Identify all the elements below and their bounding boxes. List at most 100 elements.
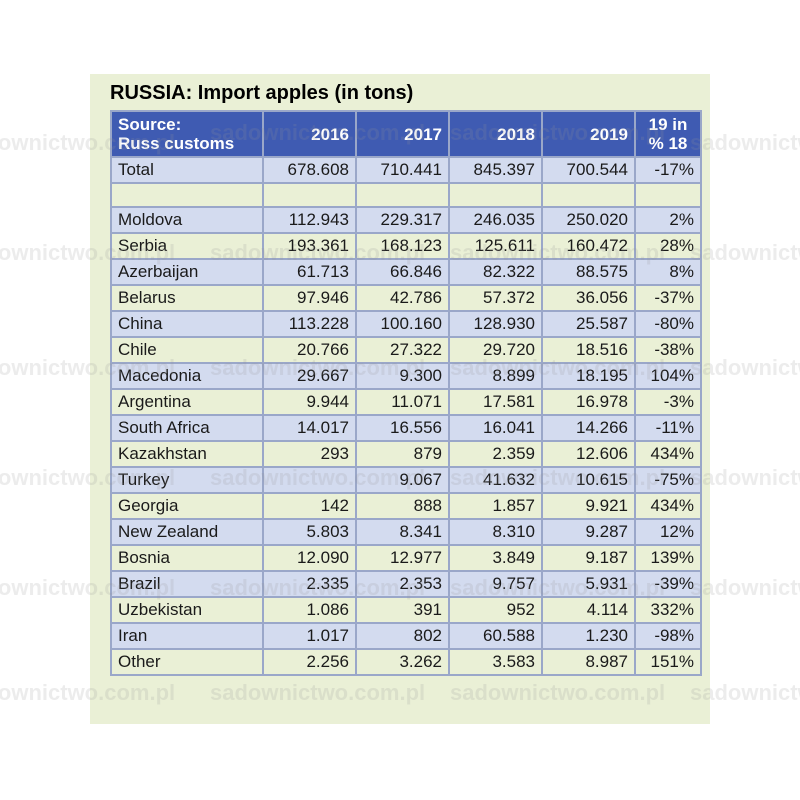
country-cell: Serbia (110, 232, 264, 260)
val-2018-cell: 8.899 (448, 362, 543, 390)
val-2016-cell: 9.944 (262, 388, 357, 416)
change-pct-cell: 12% (634, 518, 702, 546)
val-2017-cell: 12.977 (355, 544, 450, 572)
country-cell: Argentina (110, 388, 264, 416)
table-row: Kazakhstan 293 879 2.359 12.606 434% (110, 440, 702, 468)
table-row: New Zealand 5.803 8.341 8.310 9.287 12% (110, 518, 702, 546)
table-row: Total 678.608 710.441 845.397 700.544 -17% (110, 156, 702, 184)
header-change: 19 in % 18 (634, 110, 702, 158)
val-2018-cell: 8.310 (448, 518, 543, 546)
val-2017-cell: 879 (355, 440, 450, 468)
header-2017: 2017 (355, 110, 450, 158)
val-2017-cell (355, 182, 450, 208)
table-row: Macedonia 29.667 9.300 8.899 18.195 104% (110, 362, 702, 390)
val-2019-cell: 250.020 (541, 206, 636, 234)
country-cell: New Zealand (110, 518, 264, 546)
val-2019-cell: 12.606 (541, 440, 636, 468)
val-2018-cell: 952 (448, 596, 543, 624)
val-2016-cell: 97.946 (262, 284, 357, 312)
val-2017-cell: 8.341 (355, 518, 450, 546)
country-cell: Belarus (110, 284, 264, 312)
val-2016-cell: 2.256 (262, 648, 357, 676)
country-cell: Chile (110, 336, 264, 364)
table-row: Chile 20.766 27.322 29.720 18.516 -38% (110, 336, 702, 364)
val-2019-cell: 9.921 (541, 492, 636, 520)
header-2018: 2018 (448, 110, 543, 158)
val-2017-cell: 802 (355, 622, 450, 650)
header-source: Source: Russ customs (110, 110, 264, 158)
val-2017-cell: 42.786 (355, 284, 450, 312)
val-2019-cell: 25.587 (541, 310, 636, 338)
table-row: Turkey 9.067 41.632 10.615 -75% (110, 466, 702, 494)
val-2017-cell: 9.300 (355, 362, 450, 390)
val-2018-cell: 17.581 (448, 388, 543, 416)
country-cell: Brazil (110, 570, 264, 598)
change-pct-cell: 434% (634, 492, 702, 520)
val-2018-cell: 246.035 (448, 206, 543, 234)
val-2016-cell: 293 (262, 440, 357, 468)
val-2016-cell: 113.228 (262, 310, 357, 338)
header-2019: 2019 (541, 110, 636, 158)
val-2018-cell: 1.857 (448, 492, 543, 520)
val-2018-cell: 57.372 (448, 284, 543, 312)
table-row: Belarus 97.946 42.786 57.372 36.056 -37% (110, 284, 702, 312)
val-2018-cell: 845.397 (448, 156, 543, 184)
val-2018-cell: 16.041 (448, 414, 543, 442)
val-2016-cell: 29.667 (262, 362, 357, 390)
val-2017-cell: 27.322 (355, 336, 450, 364)
table-row: Argentina 9.944 11.071 17.581 16.978 -3% (110, 388, 702, 416)
val-2016-cell: 14.017 (262, 414, 357, 442)
country-cell: South Africa (110, 414, 264, 442)
val-2016-cell: 20.766 (262, 336, 357, 364)
val-2019-cell: 10.615 (541, 466, 636, 494)
val-2019-cell: 5.931 (541, 570, 636, 598)
val-2016-cell: 1.086 (262, 596, 357, 624)
change-pct-cell: 2% (634, 206, 702, 234)
table-body: Total 678.608 710.441 845.397 700.544 -17% Mol… (110, 156, 702, 676)
table-row: Bosnia 12.090 12.977 3.849 9.187 139% (110, 544, 702, 572)
country-cell: Macedonia (110, 362, 264, 390)
val-2018-cell: 128.930 (448, 310, 543, 338)
val-2016-cell: 112.943 (262, 206, 357, 234)
val-2016-cell (262, 466, 357, 494)
val-2016-cell: 678.608 (262, 156, 357, 184)
change-pct-cell: 104% (634, 362, 702, 390)
spacer-row (110, 182, 702, 208)
val-2018-cell: 82.322 (448, 258, 543, 286)
table-row: China 113.228 100.160 128.930 25.587 -80% (110, 310, 702, 338)
header-source-line1: Source: (118, 115, 182, 134)
val-2019-cell: 18.195 (541, 362, 636, 390)
val-2018-cell: 29.720 (448, 336, 543, 364)
val-2019-cell: 88.575 (541, 258, 636, 286)
val-2018-cell (448, 182, 543, 208)
change-pct-cell: -75% (634, 466, 702, 494)
val-2018-cell: 60.588 (448, 622, 543, 650)
val-2019-cell: 18.516 (541, 336, 636, 364)
val-2017-cell: 710.441 (355, 156, 450, 184)
val-2016-cell: 142 (262, 492, 357, 520)
val-2019-cell: 14.266 (541, 414, 636, 442)
val-2019-cell: 36.056 (541, 284, 636, 312)
change-pct-cell: -39% (634, 570, 702, 598)
val-2018-cell: 2.359 (448, 440, 543, 468)
table-row: Azerbaijan 61.713 66.846 82.322 88.575 8% (110, 258, 702, 286)
change-pct-cell: -3% (634, 388, 702, 416)
change-pct-cell: 151% (634, 648, 702, 676)
val-2019-cell: 160.472 (541, 232, 636, 260)
val-2019-cell: 16.978 (541, 388, 636, 416)
val-2019-cell: 4.114 (541, 596, 636, 624)
val-2018-cell: 9.757 (448, 570, 543, 598)
change-pct-cell: 139% (634, 544, 702, 572)
table-row: Serbia 193.361 168.123 125.611 160.472 28% (110, 232, 702, 260)
val-2017-cell: 391 (355, 596, 450, 624)
val-2019-cell: 700.544 (541, 156, 636, 184)
change-pct-cell: 8% (634, 258, 702, 286)
val-2016-cell: 193.361 (262, 232, 357, 260)
val-2017-cell: 100.160 (355, 310, 450, 338)
header-source-line2: Russ customs (118, 134, 235, 153)
val-2017-cell: 11.071 (355, 388, 450, 416)
val-2018-cell: 3.583 (448, 648, 543, 676)
val-2019-cell: 1.230 (541, 622, 636, 650)
val-2016-cell: 12.090 (262, 544, 357, 572)
val-2019-cell (541, 182, 636, 208)
